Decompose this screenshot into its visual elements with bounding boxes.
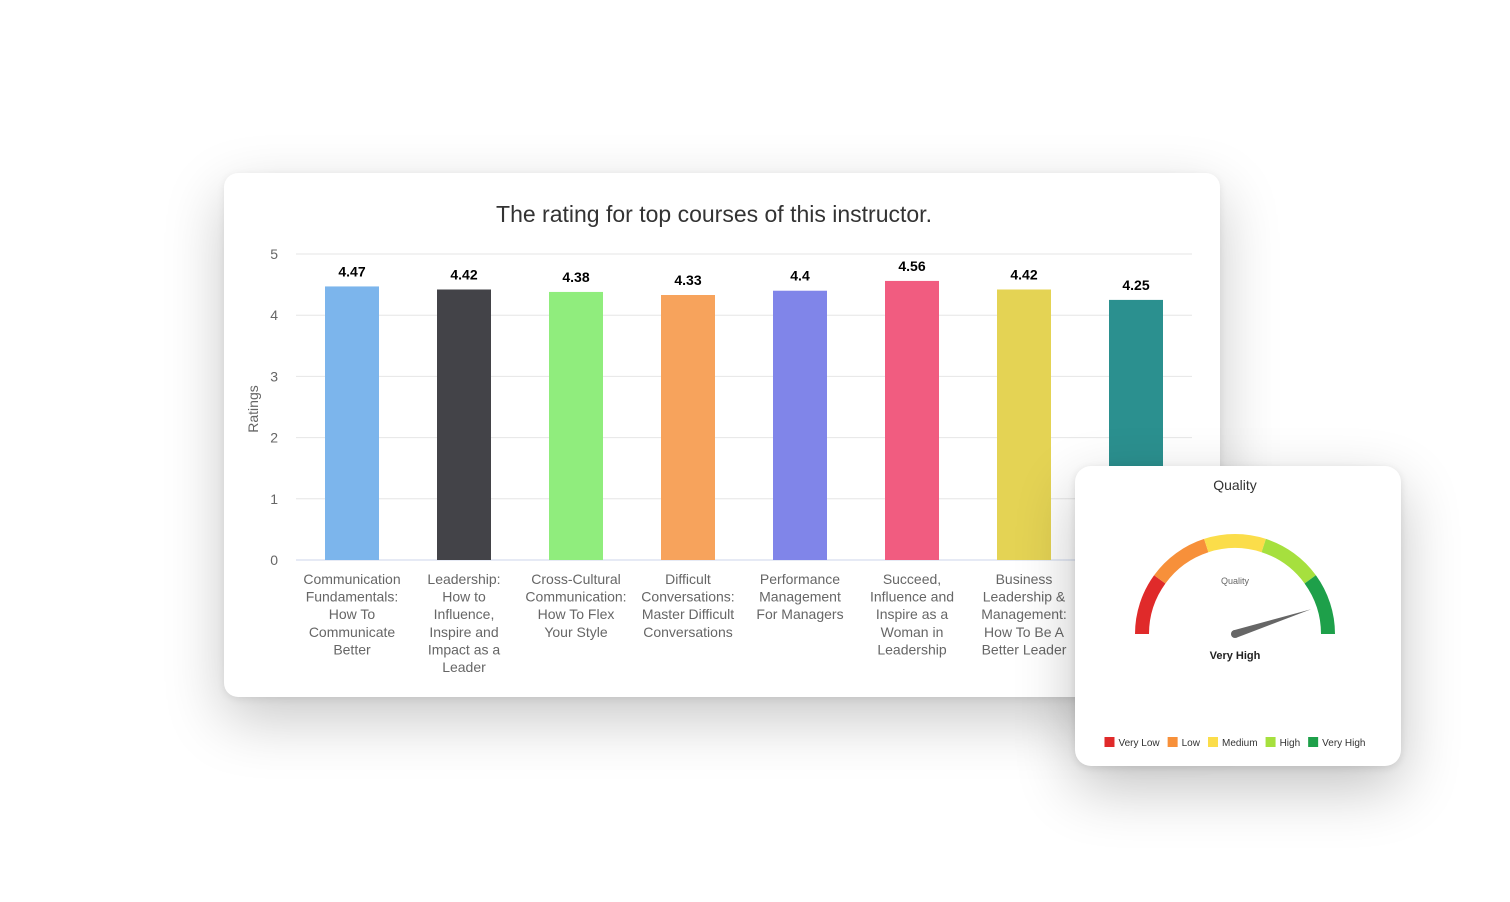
bar[interactable] (437, 289, 491, 560)
data-label: 4.25 (1122, 277, 1149, 293)
data-label: 4.47 (338, 263, 365, 279)
bar[interactable] (773, 290, 827, 560)
bar-chart-card: The rating for top courses of this instr… (224, 173, 1220, 697)
x-category-label: Business Leadership & Management: How To Be… (981, 571, 1067, 657)
gauge-band (1304, 575, 1335, 635)
gauge-band (1261, 538, 1316, 584)
y-tick-label: 2 (270, 430, 278, 446)
bar[interactable] (661, 295, 715, 560)
gauge-band (1135, 575, 1166, 635)
legend-swatch (1308, 737, 1319, 747)
y-tick-label: 3 (270, 368, 278, 384)
data-label: 4.42 (450, 266, 477, 282)
bar[interactable] (549, 291, 603, 560)
x-category-label: Cross-Cultural Communication: How To Flex Y… (525, 571, 626, 640)
legend-label[interactable]: High (1280, 738, 1301, 749)
x-category-label: Communication Fundamentals: How To Communic… (303, 571, 400, 657)
data-label: 4.38 (562, 269, 589, 285)
y-tick-label: 1 (270, 491, 278, 507)
data-label: 4.56 (898, 258, 925, 274)
y-axis-title: Ratings (245, 385, 261, 432)
gauge-needle-pivot (1231, 630, 1239, 638)
legend-swatch (1167, 737, 1178, 747)
legend-swatch (1265, 737, 1276, 747)
gauge-legend: Very Low Low Medium High Very High (1104, 737, 1366, 749)
gauge-needle (1233, 609, 1312, 638)
gauge-inner-label: Quality (1221, 576, 1250, 586)
bar-chart: The rating for top courses of this instr… (245, 201, 1192, 675)
gauge-value-label: Very High (1210, 650, 1261, 662)
legend-label[interactable]: Low (1182, 738, 1201, 749)
chart-title: The rating for top courses of this instr… (496, 201, 932, 227)
legend-label[interactable]: Very Low (1118, 738, 1160, 749)
x-category-label: Difficult Conversations: Master Difficult C… (641, 571, 734, 640)
data-label: 4.33 (674, 272, 701, 288)
gauge-title: Quality (1213, 477, 1257, 493)
bar[interactable] (885, 280, 939, 560)
legend-label[interactable]: Medium (1222, 738, 1258, 749)
data-label: 4.4 (790, 268, 810, 284)
quality-gauge-card: Quality Quality Very High Very Low Low Med… (1075, 466, 1401, 766)
gauge-band (1154, 538, 1209, 584)
x-category-label: Performance Management For Managers (756, 571, 843, 622)
y-tick-label: 4 (270, 307, 278, 323)
bar[interactable] (997, 289, 1051, 560)
bar[interactable] (325, 286, 379, 560)
data-label: 4.42 (1010, 266, 1037, 282)
legend-swatch (1104, 737, 1115, 747)
quality-gauge: Quality Quality Very High Very Low Low Med… (1104, 477, 1366, 749)
y-tick-label: 5 (270, 246, 278, 262)
x-category-label: Succeed, Influence and Inspire as a Woman i… (870, 571, 954, 657)
y-tick-label: 0 (270, 552, 278, 568)
legend-label[interactable]: Very High (1322, 738, 1365, 749)
legend-swatch (1207, 737, 1218, 747)
gauge-band (1204, 534, 1266, 553)
x-category-label: Leadership: How to Influence, Inspire and Im… (427, 571, 500, 675)
